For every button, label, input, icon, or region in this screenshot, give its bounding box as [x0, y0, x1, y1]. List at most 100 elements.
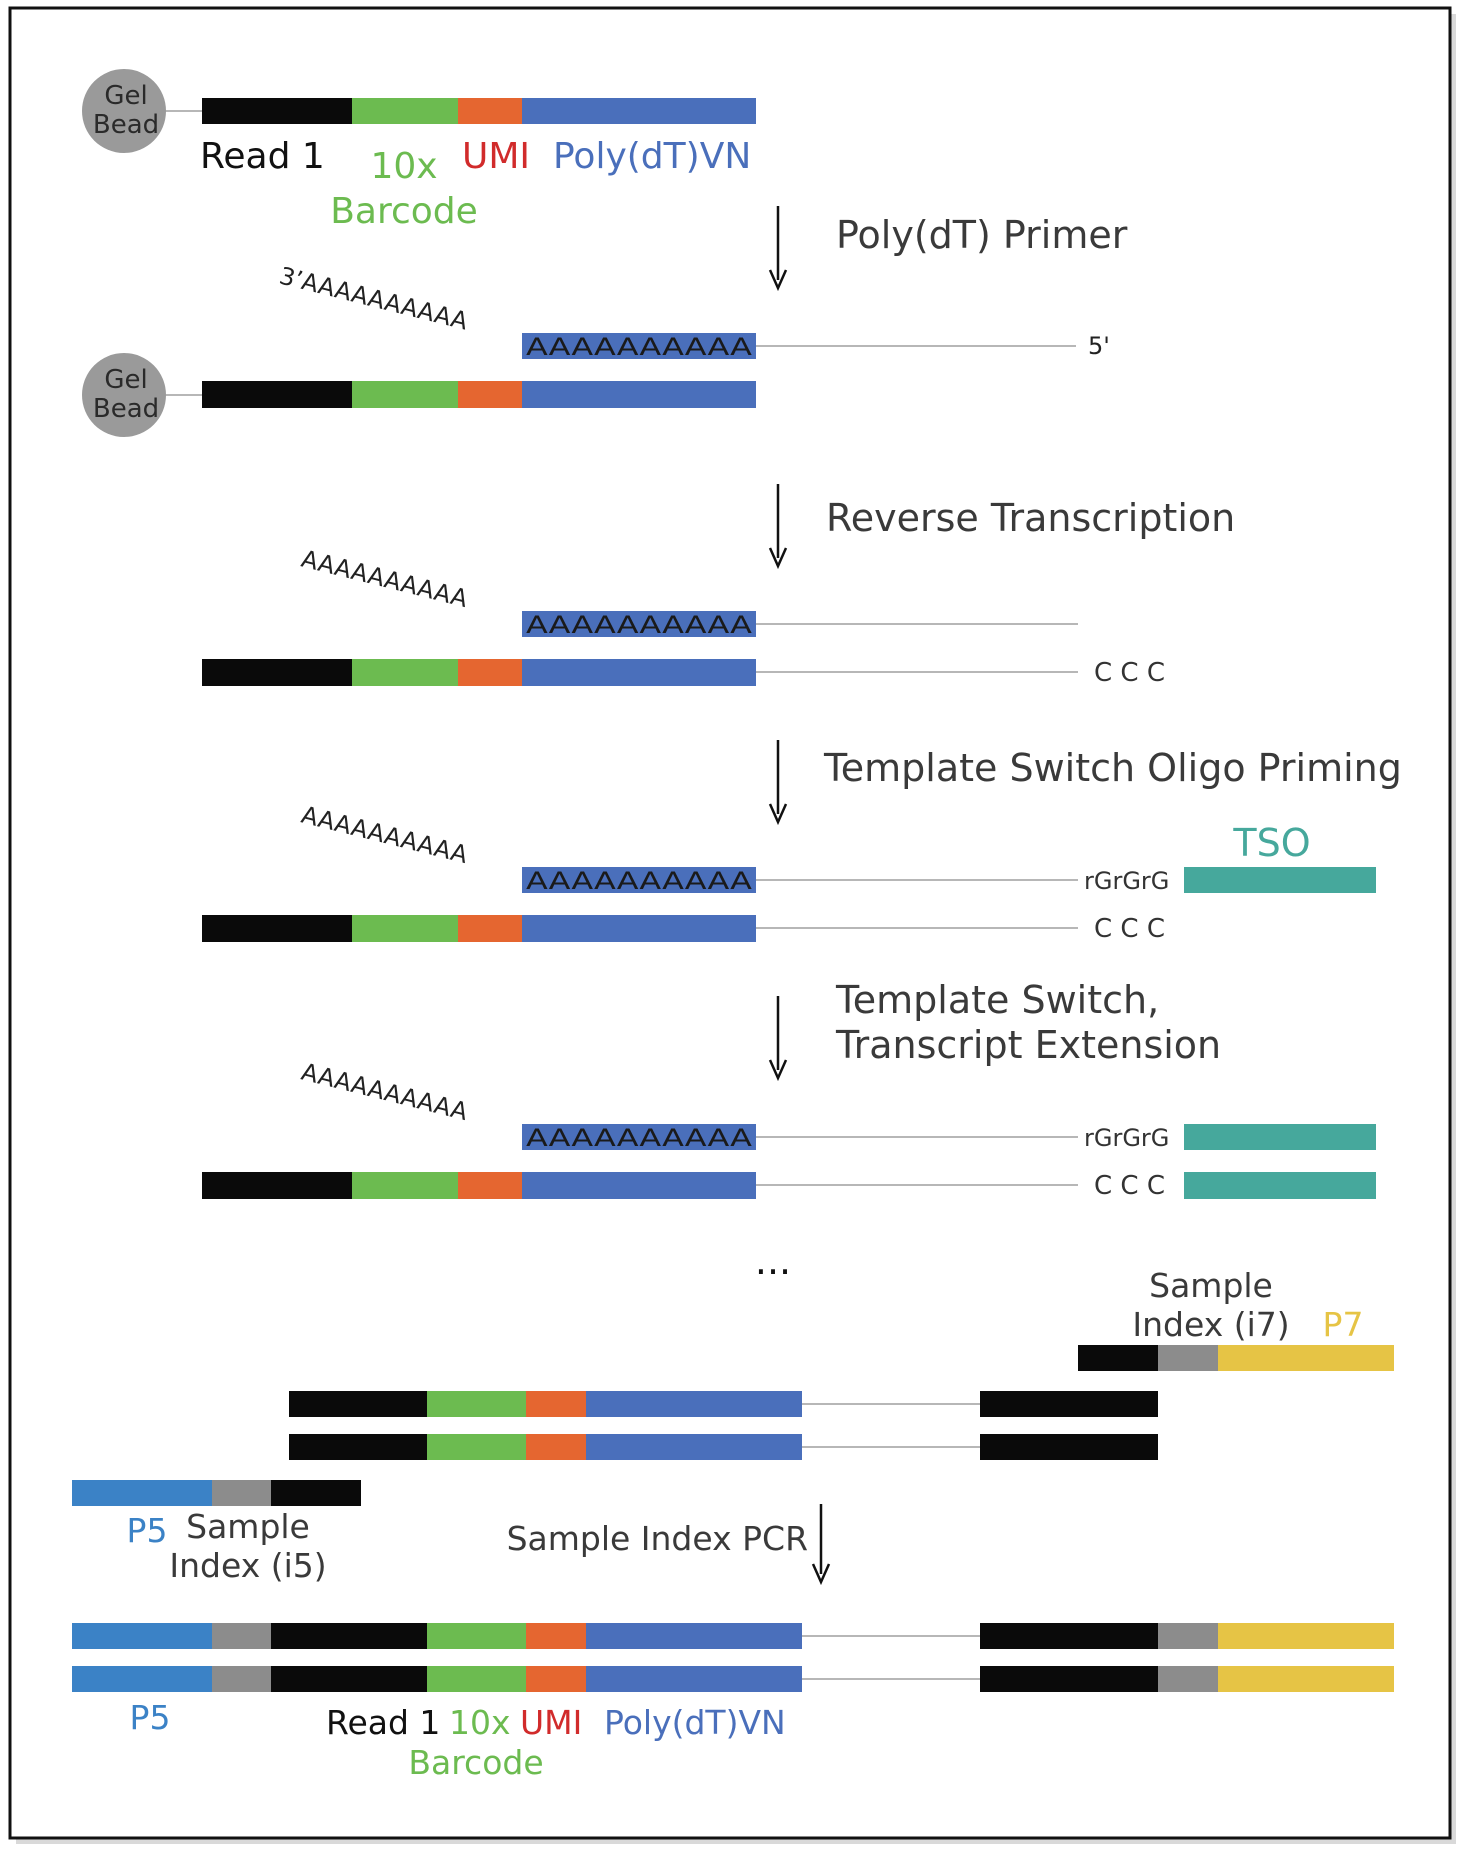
step-tso-priming: Template Switch Oligo Priming [768, 740, 1402, 826]
rgrgrg-label-4: rGrGrG [1084, 867, 1169, 895]
tso-complement [1184, 1172, 1376, 1199]
legend-top: Read 1 10x Barcode UMI Poly(dT)VN [200, 136, 751, 232]
segment-read1-3 [202, 659, 352, 686]
i5-read1 [271, 1480, 361, 1506]
segment-umi-4 [458, 915, 522, 942]
lib1-polydt [586, 1623, 802, 1649]
polya-block-2 [522, 611, 756, 637]
polya-block-1-text: AAAAAAAAAA [526, 333, 753, 361]
sample-index-i5-line2: Index (i5) [169, 1546, 326, 1585]
five-prime-label: 5' [1088, 332, 1110, 360]
segment-read1-5 [202, 1172, 352, 1199]
lib1-p7 [1218, 1623, 1394, 1649]
tso-oligo [1184, 867, 1376, 893]
lib2-i7 [1158, 1666, 1218, 1692]
gel-bead-label-line1: Gel [104, 81, 147, 111]
tso-complex: AAAAAAAAAA AAAAAAAAAA rGrGrG TSO C C C [202, 801, 1376, 944]
lib2-umi [526, 1666, 586, 1692]
segment-barcode-3 [352, 659, 458, 686]
sample-index-i5-line1: Sample [186, 1507, 310, 1546]
segment-barcode-5 [352, 1172, 458, 1199]
amp1-read2 [980, 1391, 1158, 1417]
step-label-template-switch-line1: Template Switch, [835, 978, 1159, 1022]
legend-bottom-p5: P5 [130, 1698, 171, 1737]
amp1-read1 [289, 1391, 427, 1417]
segment-barcode [352, 98, 458, 124]
step-template-switch: Template Switch, Transcript Extension [768, 978, 1221, 1082]
amp1-umi [526, 1391, 586, 1417]
tso-label: TSO [1232, 821, 1310, 865]
legend-bottom-barcode-line1: 10x [449, 1703, 511, 1742]
lib2-p7 [1218, 1666, 1394, 1692]
segment-barcode-2 [352, 381, 458, 408]
lib2-read2 [980, 1666, 1158, 1692]
amp1-barcode [427, 1391, 526, 1417]
segment-umi-2 [458, 381, 522, 408]
i5-index [212, 1480, 271, 1506]
polya-block-4-text: AAAAAAAAAA [526, 1124, 753, 1152]
polya-block-3-text: AAAAAAAAAA [526, 867, 753, 895]
legend-umi: UMI [462, 136, 530, 177]
segment-umi-5 [458, 1172, 522, 1199]
lib1-i5 [212, 1623, 271, 1649]
arrow-3-head-icon [768, 803, 788, 826]
ccc-label-3: C C C [1094, 658, 1165, 688]
amp2-read2 [980, 1434, 1158, 1460]
step-label-tso-priming: Template Switch Oligo Priming [823, 746, 1402, 790]
lib2-p5 [72, 1666, 212, 1692]
cdna-amplicon [289, 1391, 1158, 1460]
lib1-read2 [980, 1623, 1158, 1649]
lib1-umi [526, 1623, 586, 1649]
tso-oligo-2 [1184, 1124, 1376, 1150]
arrow-4-head-icon [768, 1059, 788, 1082]
ellipsis: ... [755, 1239, 791, 1283]
segment-polydt-2 [522, 381, 756, 408]
amp2-read1 [289, 1434, 427, 1460]
step-sample-index-pcr: Sample Index PCR [507, 1504, 831, 1586]
gel-bead-icon-2 [82, 353, 166, 437]
step-reverse-transcription: Reverse Transcription [768, 484, 1235, 570]
segment-polydt [522, 98, 756, 124]
gel-bead-icon [82, 69, 166, 153]
step-label-reverse-transcription: Reverse Transcription [826, 496, 1235, 540]
amp2-barcode [427, 1434, 526, 1460]
amp2-polydt [586, 1434, 802, 1460]
i5-p5 [72, 1480, 212, 1506]
lib2-polydt [586, 1666, 802, 1692]
legend-bottom-umi: UMI [520, 1703, 582, 1742]
legend-barcode-line1: 10x [370, 146, 437, 187]
amp1-polydt [586, 1391, 802, 1417]
legend-bottom-barcode-line2: Barcode [408, 1743, 543, 1782]
amp2-umi [526, 1434, 586, 1460]
legend-bottom: P5 Read 1 10x Barcode UMI Poly(dT)VN [130, 1698, 786, 1782]
segment-read1-2 [202, 381, 352, 408]
segment-polydt-4 [522, 915, 756, 942]
sample-index-i7-line2: Index (i7) [1132, 1305, 1289, 1344]
legend-barcode-line2: Barcode [330, 191, 478, 232]
ccc-label-4: C C C [1094, 914, 1165, 944]
gel-bead-label-line2: Bead [93, 110, 159, 140]
lib2-barcode [427, 1666, 526, 1692]
segment-polydt-5 [522, 1172, 756, 1199]
p5-label-adapter: P5 [127, 1511, 168, 1550]
lib2-i5 [212, 1666, 271, 1692]
arrow-1-head-icon [768, 269, 788, 292]
step-label-template-switch-line2: Transcript Extension [835, 1023, 1221, 1067]
i7-adapter: Sample Index (i7) P7 [1078, 1266, 1394, 1371]
legend-polydtvn: Poly(dT)VN [553, 136, 751, 177]
polya-block-2-text: AAAAAAAAAA [526, 611, 753, 639]
lib1-read1 [271, 1623, 427, 1649]
arrow-2-head-icon [768, 547, 788, 570]
step-poly-dt-primer: Poly(dT) Primer [768, 206, 1128, 292]
lib2-read1 [271, 1666, 427, 1692]
legend-bottom-polydtvn: Poly(dT)VN [604, 1703, 786, 1742]
gel-bead-2-label-line1: Gel [104, 365, 147, 395]
segment-barcode-4 [352, 915, 458, 942]
polya-block-3 [522, 867, 756, 893]
polya-block-4 [522, 1124, 756, 1150]
legend-read1: Read 1 [200, 136, 325, 177]
segment-umi [458, 98, 522, 124]
segment-read1-4 [202, 915, 352, 942]
